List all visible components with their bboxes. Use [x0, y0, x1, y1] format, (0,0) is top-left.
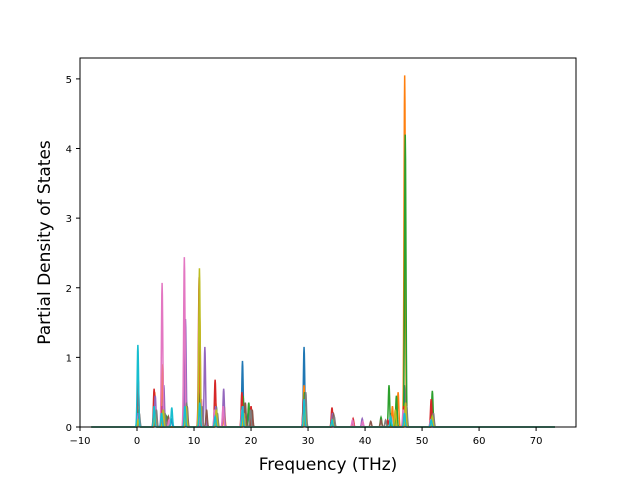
x-tick-label: 10	[188, 436, 201, 447]
y-axis-ticks: 0 1 2 3 4 5	[66, 75, 80, 434]
plot-area	[80, 58, 576, 427]
y-tick-label: 2	[66, 284, 72, 295]
x-tick-label: −10	[69, 436, 90, 447]
y-tick-label: 1	[66, 353, 72, 364]
y-tick-label: 3	[66, 214, 72, 225]
x-tick-label: 70	[530, 436, 543, 447]
x-axis-title: Frequency (THz)	[259, 455, 398, 475]
y-tick-label: 0	[66, 423, 72, 434]
x-tick-label: 50	[416, 436, 429, 447]
x-tick-label: 20	[245, 436, 258, 447]
x-tick-label: 40	[359, 436, 372, 447]
plot-frame	[79, 57, 577, 428]
y-tick-label: 5	[66, 75, 72, 86]
x-tick-label: 60	[473, 436, 486, 447]
x-tick-label: 0	[134, 436, 140, 447]
x-tick-label: 30	[302, 436, 315, 447]
x-axis-ticks: −10 0 10 20 30 40 50 60 70	[69, 427, 542, 447]
y-tick-label: 4	[66, 145, 72, 156]
y-axis-title: Partial Density of States	[35, 140, 55, 345]
